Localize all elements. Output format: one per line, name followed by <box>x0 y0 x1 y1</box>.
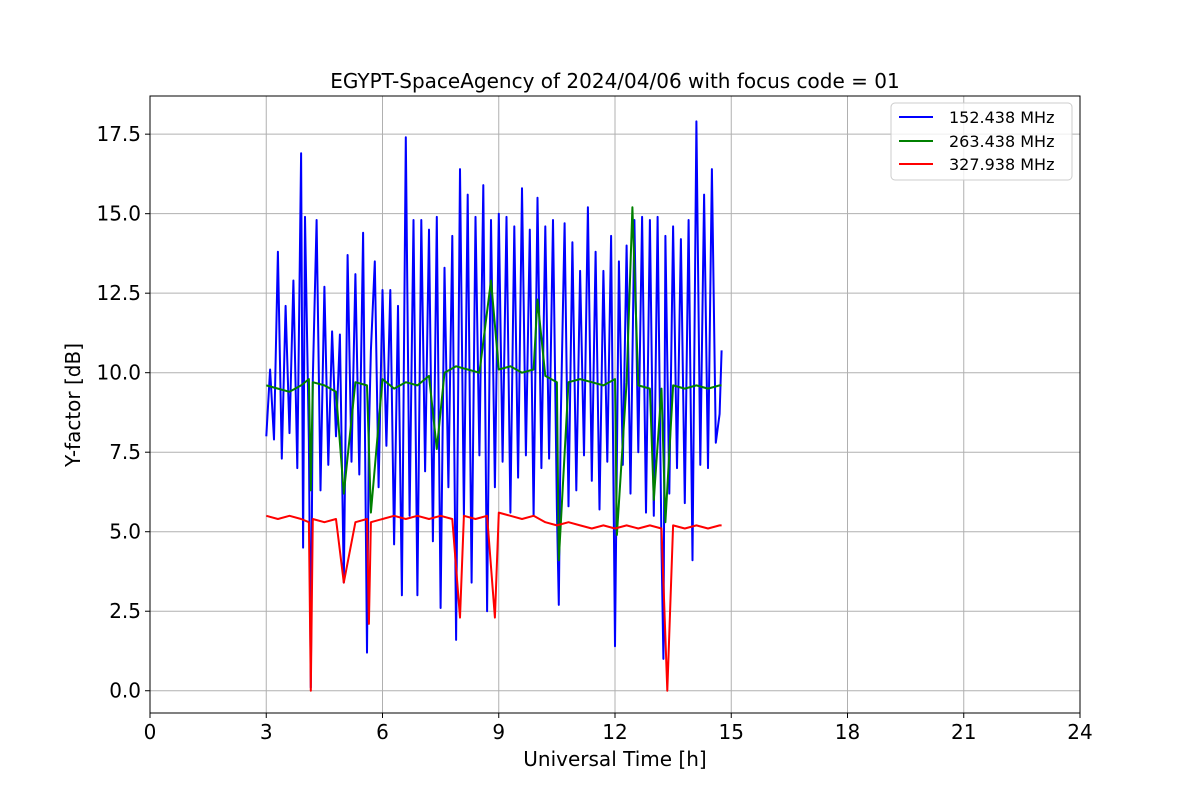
legend-label-327: 327.938 MHz <box>949 155 1054 174</box>
y-tick-label: 0.0 <box>109 679 141 703</box>
x-tick-label: 3 <box>260 720 273 744</box>
series-line-0 <box>265 120 723 689</box>
x-tick-label: 18 <box>835 720 860 744</box>
x-tick-label: 9 <box>492 720 505 744</box>
x-tick-label: 12 <box>602 720 627 744</box>
y-tick-label: 15.0 <box>96 202 141 226</box>
x-tick-label: 0 <box>144 720 157 744</box>
y-axis-label: Y-factor [dB] <box>61 343 85 468</box>
y-tick-label: 2.5 <box>109 599 141 623</box>
y-tick-label: 10.0 <box>96 361 141 385</box>
x-tick-label: 24 <box>1067 720 1092 744</box>
legend-box <box>890 102 1073 181</box>
series-line-1 <box>266 206 722 562</box>
y-tick-label: 7.5 <box>109 440 141 464</box>
y-tick-label: 12.5 <box>96 281 141 305</box>
y-tick-label: 5.0 <box>109 520 141 544</box>
x-tick-label: 21 <box>951 720 976 744</box>
legend-label-263: 263.438 MHz <box>949 132 1054 151</box>
x-axis-label: Universal Time [h] <box>523 747 706 771</box>
y-tick-label: 17.5 <box>96 122 141 146</box>
legend-label-152: 152.438 MHz <box>949 108 1054 127</box>
series-lines <box>265 120 723 692</box>
chart-title: EGYPT-SpaceAgency of 2024/04/06 with foc… <box>330 69 899 93</box>
x-tick-label: 6 <box>376 720 389 744</box>
axis-ticks: 0 3 6 9 12 15 18 21 24 0.0 2.5 5.0 7.5 10.0 12.5 15.0 17… <box>96 122 1092 744</box>
legend: 152.438 MHz 263.438 MHz 327.938 MHz <box>890 102 1073 181</box>
series-line-2 <box>266 511 722 692</box>
x-tick-label: 15 <box>719 720 744 744</box>
